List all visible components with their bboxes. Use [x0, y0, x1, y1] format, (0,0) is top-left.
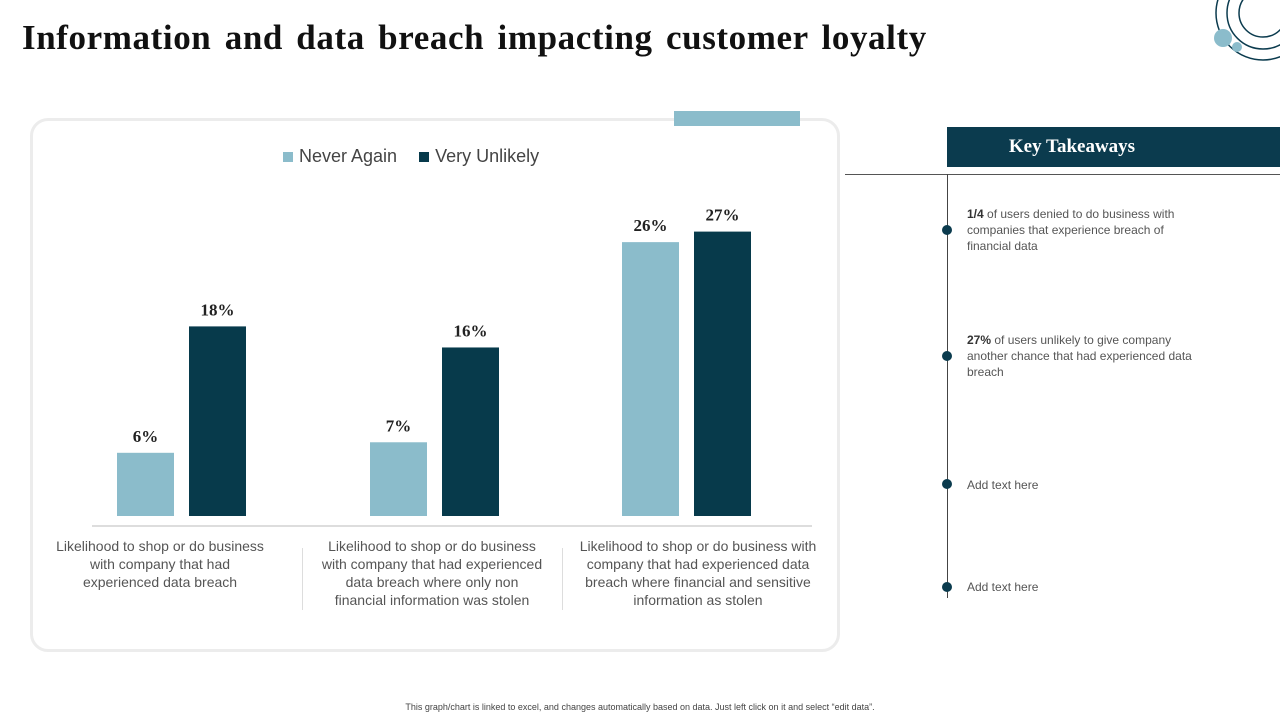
timeline-dot — [942, 225, 952, 235]
chart-legend: Never Again Very Unlikely — [283, 146, 539, 167]
takeaway-highlight: 1/4 — [967, 207, 984, 221]
data-label-never-again-3: 26% — [634, 216, 668, 235]
takeaways-timeline — [947, 174, 948, 598]
bar-never-again-1 — [117, 452, 174, 516]
page-title: Information and data breach impacting cu… — [22, 18, 927, 57]
decorative-circles-icon — [1214, 0, 1280, 61]
category-separator — [302, 548, 303, 610]
takeaway-item-4: Add text here — [967, 579, 1207, 595]
legend-swatch-very-unlikely — [419, 151, 430, 162]
takeaway-item-3: Add text here — [967, 477, 1207, 493]
bar-very-unlikely-2 — [442, 347, 499, 516]
takeaway-item-2: 27% of users unlikely to give company an… — [967, 332, 1197, 380]
category-label-3: Likelihood to shop or do business with c… — [579, 538, 817, 608]
legend-swatch-never-again — [283, 151, 293, 162]
legend-item-very-unlikely: Very Unlikely — [419, 146, 539, 167]
takeaway-highlight: 27% — [967, 333, 992, 347]
category-separator — [562, 548, 563, 610]
legend-item-never-again: Never Again — [283, 146, 397, 167]
bar-never-again-3 — [622, 242, 679, 516]
category-label-2: Likelihood to shop or do business with c… — [321, 538, 543, 608]
footnote: This graph/chart is linked to excel, and… — [405, 702, 875, 712]
timeline-dot — [942, 582, 952, 592]
data-label-very-unlikely-1: 18% — [201, 300, 235, 319]
timeline-dot — [942, 479, 952, 489]
category-label-1: Likelihood to shop or do business with c… — [56, 538, 264, 590]
bar-very-unlikely-1 — [189, 326, 246, 516]
takeaway-text: Add text here — [967, 478, 1039, 492]
chart-tab-accent — [674, 111, 800, 126]
timeline-dot — [942, 351, 952, 361]
bar-very-unlikely-3 — [694, 231, 751, 516]
takeaway-text: of users denied to do business with comp… — [967, 207, 1175, 253]
legend-label-very-unlikely: Very Unlikely — [435, 146, 540, 166]
key-takeaways-header: Key Takeaways — [947, 127, 1280, 167]
data-label-never-again-1: 6% — [133, 427, 159, 446]
takeaways-divider — [845, 174, 1280, 175]
data-label-never-again-2: 7% — [386, 416, 412, 435]
takeaway-text: of users unlikely to give company anothe… — [967, 333, 1192, 379]
bar-never-again-2 — [370, 442, 427, 516]
takeaway-item-1: 1/4 of users denied to do business with … — [967, 206, 1207, 254]
data-label-very-unlikely-2: 16% — [454, 321, 488, 340]
legend-label-never-again: Never Again — [299, 146, 398, 166]
takeaway-text: Add text here — [967, 580, 1039, 594]
data-label-very-unlikely-3: 27% — [706, 206, 740, 225]
